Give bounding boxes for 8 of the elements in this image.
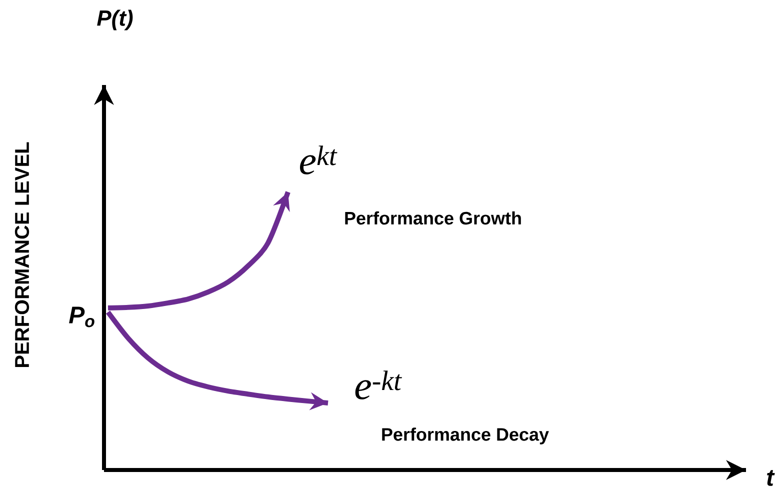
text: e$^{kt}$ (300, 146, 338, 174)
chart-title: P(t) (97, 10, 133, 30)
annotation: Performance Decay (382, 428, 549, 444)
text: P$_{o}$ (69, 306, 94, 328)
y-axis-title: PERFORMANCE LEVEL (14, 142, 30, 368)
annotation: Performance Growth (345, 211, 521, 225)
x-axis-title: t (767, 470, 775, 486)
annotation: e$^{-kt}$ (355, 370, 402, 400)
